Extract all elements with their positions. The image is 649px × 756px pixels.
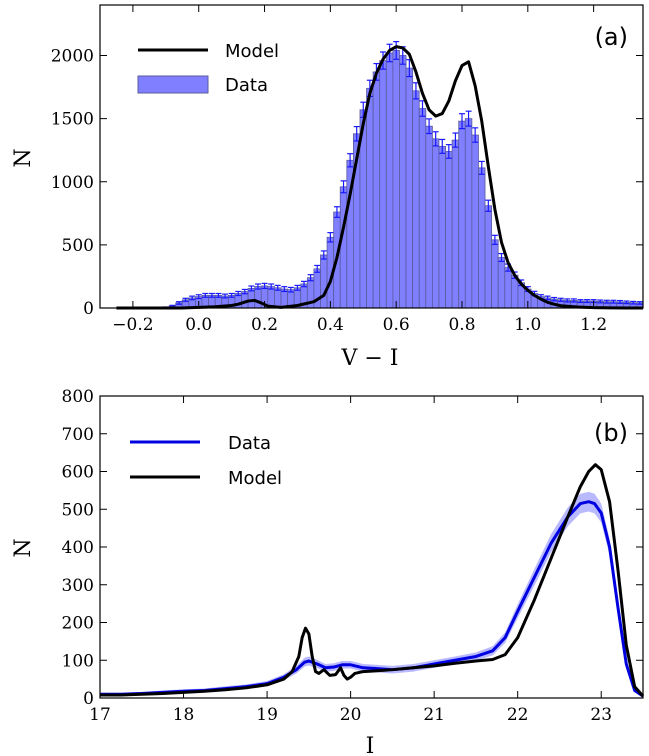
y-tick-label: 2000	[51, 47, 94, 67]
x-tick-label: 1.0	[514, 315, 541, 335]
x-tick-label: 23	[590, 705, 612, 725]
y-tick-label: 1500	[51, 110, 94, 130]
legend: Data Model	[130, 433, 282, 489]
x-tick-label: −0.2	[112, 315, 153, 335]
panel-a-histogram: −0.2 0.0 0.2 0.4 0.6 0.8 1.0 1.2 0 500 1000 1500 20…	[11, 4, 644, 371]
data-uncertainty-band	[100, 491, 643, 697]
histogram-bar	[372, 71, 381, 309]
axes-frame	[99, 4, 644, 309]
x-tick-label: 20	[340, 705, 362, 725]
histogram-bar	[274, 287, 282, 309]
y-tick-label: 600	[62, 463, 94, 483]
x-axis-label: I	[366, 734, 375, 756]
y-axis-label: N	[11, 148, 36, 167]
x-tick-label: 0.6	[383, 315, 410, 335]
x-tick-label: 19	[256, 705, 278, 725]
histogram-bar	[254, 286, 262, 309]
panel-label: (a)	[595, 23, 628, 51]
histogram-bar	[425, 125, 433, 309]
y-tick-label: 700	[62, 425, 94, 445]
histogram-bar	[339, 186, 348, 309]
y-tick-label: 800	[62, 387, 94, 407]
panel-b-luminosity-function: 17 18 19 20 21 22 23 0 100 200 300 400 500 600 700 800…	[11, 387, 645, 756]
histogram-bar	[366, 87, 374, 309]
histogram-bar	[405, 67, 414, 309]
histogram-bar	[497, 257, 506, 309]
x-axis-ticks: 17 18 19 20 21 22 23	[89, 396, 612, 725]
y-tick-label: 500	[62, 236, 94, 256]
histogram-bar	[412, 90, 420, 309]
histogram-bar	[471, 134, 479, 309]
y-tick-label: 0	[83, 299, 94, 319]
legend: Model Data	[137, 41, 279, 96]
legend-model-label: Model	[228, 468, 282, 489]
histogram-bar	[464, 118, 473, 309]
histogram-bar	[431, 138, 440, 309]
x-tick-label: 21	[423, 705, 445, 725]
y-axis-label: N	[11, 538, 36, 557]
y-axis-ticks: 0 500 1000 1500 2000	[51, 47, 643, 319]
y-tick-label: 500	[62, 500, 94, 520]
legend-data-swatch	[137, 75, 209, 94]
model-line	[116, 45, 643, 310]
y-tick-label: 400	[62, 538, 94, 558]
x-tick-label: 0.0	[185, 315, 212, 335]
x-tick-label: 1.2	[580, 315, 607, 335]
histogram-bar	[379, 60, 387, 309]
histogram-bar	[399, 55, 407, 309]
histogram-bar	[445, 151, 453, 309]
histogram-bar	[484, 205, 493, 309]
histogram-bar	[385, 52, 394, 309]
y-tick-label: 100	[62, 651, 94, 671]
legend-data-label: Data	[228, 433, 271, 454]
y-tick-label: 0	[83, 689, 94, 709]
histogram-bar	[451, 139, 460, 309]
histogram-bar	[418, 108, 427, 309]
legend-data-label: Data	[225, 75, 268, 96]
x-axis-ticks: −0.2 0.0 0.2 0.4 0.6 0.8 1.0 1.2	[112, 5, 607, 335]
histogram-bar	[458, 120, 466, 309]
x-tick-label: 18	[173, 705, 195, 725]
histogram-bar	[504, 267, 512, 309]
y-tick-label: 200	[62, 614, 94, 634]
y-axis-ticks: 0 100 200 300 400 500 600 700 800	[62, 387, 643, 709]
histogram-bar	[491, 239, 499, 309]
x-tick-label: 0.2	[251, 315, 278, 335]
histogram-bar	[478, 167, 486, 309]
y-tick-label: 1000	[51, 173, 94, 193]
x-tick-label: 0.8	[448, 315, 475, 335]
histogram-bar	[438, 145, 446, 309]
legend-model-label: Model	[225, 41, 279, 62]
histogram-bar	[392, 50, 400, 309]
x-tick-label: 0.4	[317, 315, 344, 335]
x-tick-label: 22	[507, 705, 529, 725]
y-tick-label: 300	[62, 576, 94, 596]
model-line	[100, 463, 645, 698]
x-tick-label: 17	[89, 705, 111, 725]
panel-label: (b)	[594, 419, 628, 447]
histogram-bar	[320, 254, 328, 309]
x-axis-label: V − I	[341, 346, 399, 371]
